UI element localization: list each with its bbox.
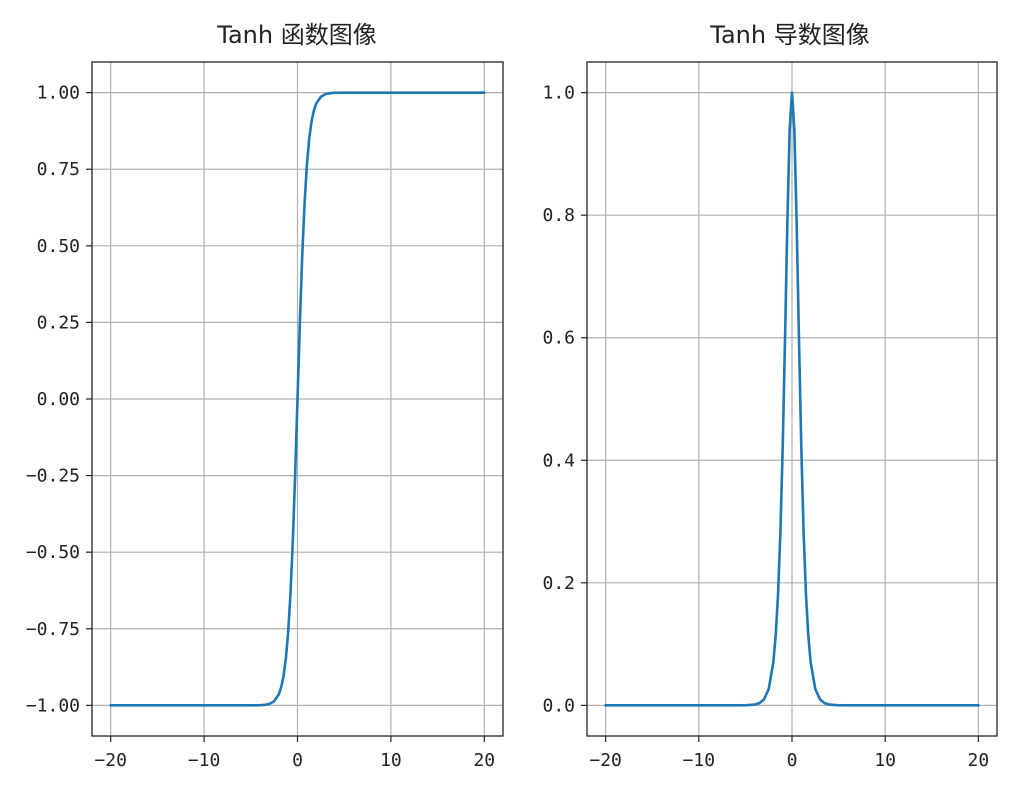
x-tick-label: −20 [94,750,127,771]
x-tick-label: 10 [874,750,896,771]
x-tick-label: −20 [589,750,622,771]
y-tick-label: 0.25 [37,312,80,333]
y-tick-label: −0.25 [26,466,80,487]
x-tick-label: 0 [292,750,303,771]
y-tick-label: 0.2 [542,573,575,594]
chart-title: Tanh 函数图像 [216,21,376,49]
y-tick-label: −0.75 [26,619,80,640]
y-tick-label: −1.00 [26,695,80,716]
y-tick-label: 0.50 [37,236,80,257]
series-line [604,91,980,707]
tanh-function-chart: Tanh 函数图像 −20 −10 0 10 20 −1.00 −0.75 −0.50 −0.2… [26,21,504,771]
y-tick-label: 1.00 [37,83,80,104]
x-tick-label: 20 [968,750,990,771]
x-tick-label: 0 [787,750,798,771]
y-tick-label: 0.00 [37,389,80,410]
y-tick-label: 0.6 [542,328,575,349]
series-line [109,91,486,707]
y-tick-label: −0.50 [26,542,80,563]
x-tick-label: 20 [473,750,495,771]
y-tick-label: 0.8 [542,205,575,226]
chart-title: Tanh 导数图像 [709,21,869,49]
x-tick-label: 10 [380,750,402,771]
x-tick-label: −10 [683,750,716,771]
y-tick-label: 0.0 [542,695,575,716]
y-tick-label: 0.4 [542,450,575,471]
y-tick-label: 0.75 [37,159,80,180]
y-tick-label: 1.0 [542,83,575,104]
x-tick-label: −10 [188,750,221,771]
tanh-derivative-chart: Tanh 导数图像 −20 −10 0 10 20 0.0 0.2 0.4 0.6 0.8 1.0 [542,21,998,771]
